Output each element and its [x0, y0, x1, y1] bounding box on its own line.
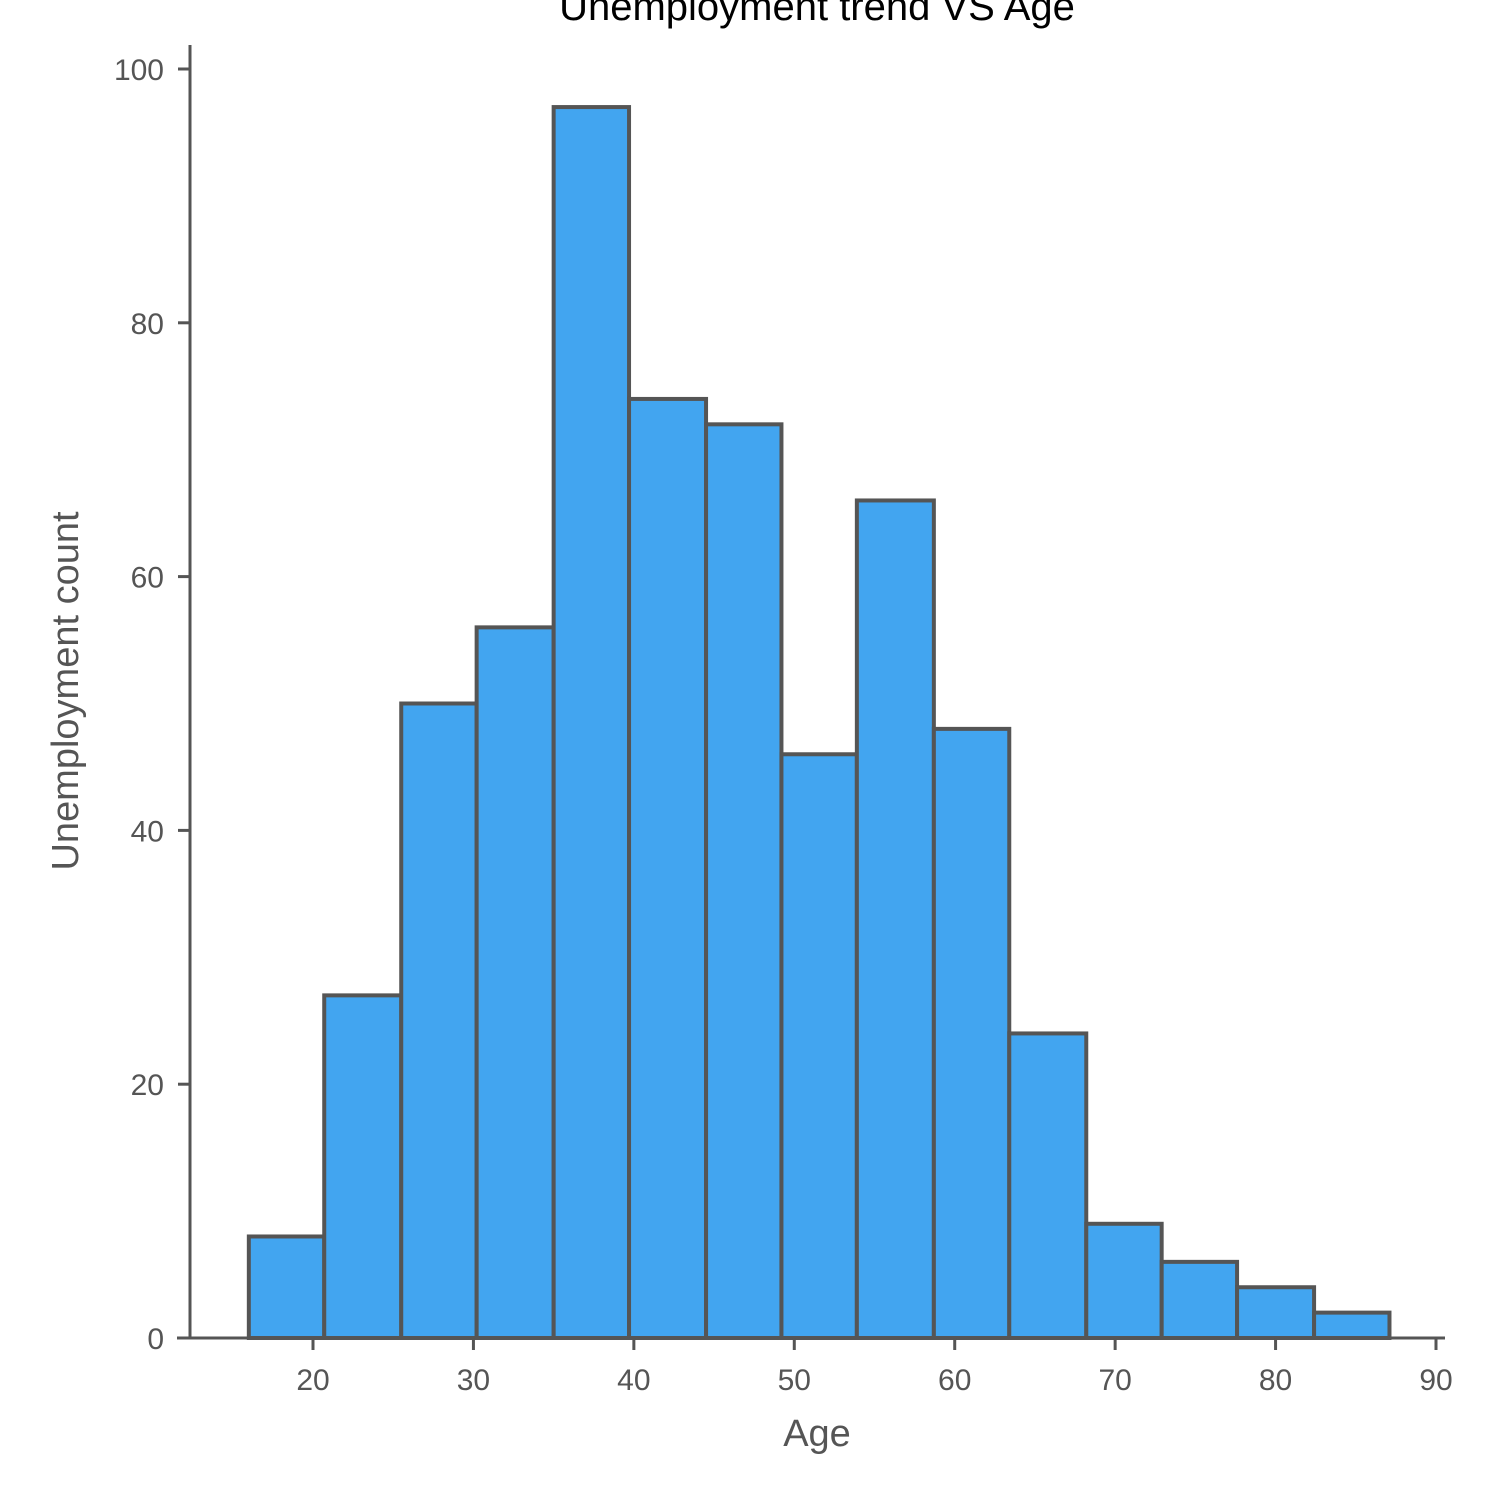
x-tick-label: 60: [938, 1364, 971, 1397]
x-tick-label: 80: [1259, 1364, 1292, 1397]
histogram-bar-7: [704, 422, 784, 1340]
histogram-bar-13: [1159, 1259, 1240, 1340]
y-tick-label: 20: [131, 1069, 164, 1102]
histogram-bar-12: [1084, 1221, 1164, 1341]
histogram-bar-6: [627, 396, 709, 1340]
chart-title: Unemployment trend VS Age: [559, 0, 1075, 29]
x-tick-label: 40: [617, 1364, 650, 1397]
x-tick-label: 90: [1419, 1364, 1452, 1397]
histogram-bar-2: [322, 993, 404, 1340]
histogram-bar-5: [551, 105, 632, 1341]
y-tick-label: 40: [131, 815, 164, 848]
x-tick-label: 70: [1098, 1364, 1131, 1397]
y-tick-label: 0: [147, 1323, 164, 1356]
x-tick-label: 30: [457, 1364, 490, 1397]
y-tick-label: 80: [131, 308, 164, 341]
histogram-bar-4: [474, 625, 556, 1340]
y-tick-label: 100: [114, 54, 164, 87]
histogram-bar-3: [399, 701, 479, 1340]
histogram-bar-15: [1312, 1310, 1392, 1340]
histogram-bar-10: [931, 726, 1012, 1340]
bars-layer: [246, 105, 1392, 1341]
x-axis-ticks: 20 30 40 50 60 70 80 90: [296, 1338, 1453, 1397]
histogram-bar-1: [246, 1234, 327, 1340]
y-tick-label: 60: [131, 562, 164, 595]
y-axis-label: Unemployment count: [45, 511, 87, 871]
histogram-bar-14: [1235, 1285, 1317, 1340]
histogram-bar-11: [1007, 1031, 1089, 1340]
x-tick-label: 20: [296, 1364, 329, 1397]
histogram-bar-8: [779, 752, 859, 1340]
histogram-bar-9: [854, 498, 936, 1340]
y-axis-ticks: 0 20 40 60 80 100: [114, 54, 190, 1356]
x-axis-label: Age: [783, 1413, 851, 1455]
x-tick-label: 50: [778, 1364, 811, 1397]
